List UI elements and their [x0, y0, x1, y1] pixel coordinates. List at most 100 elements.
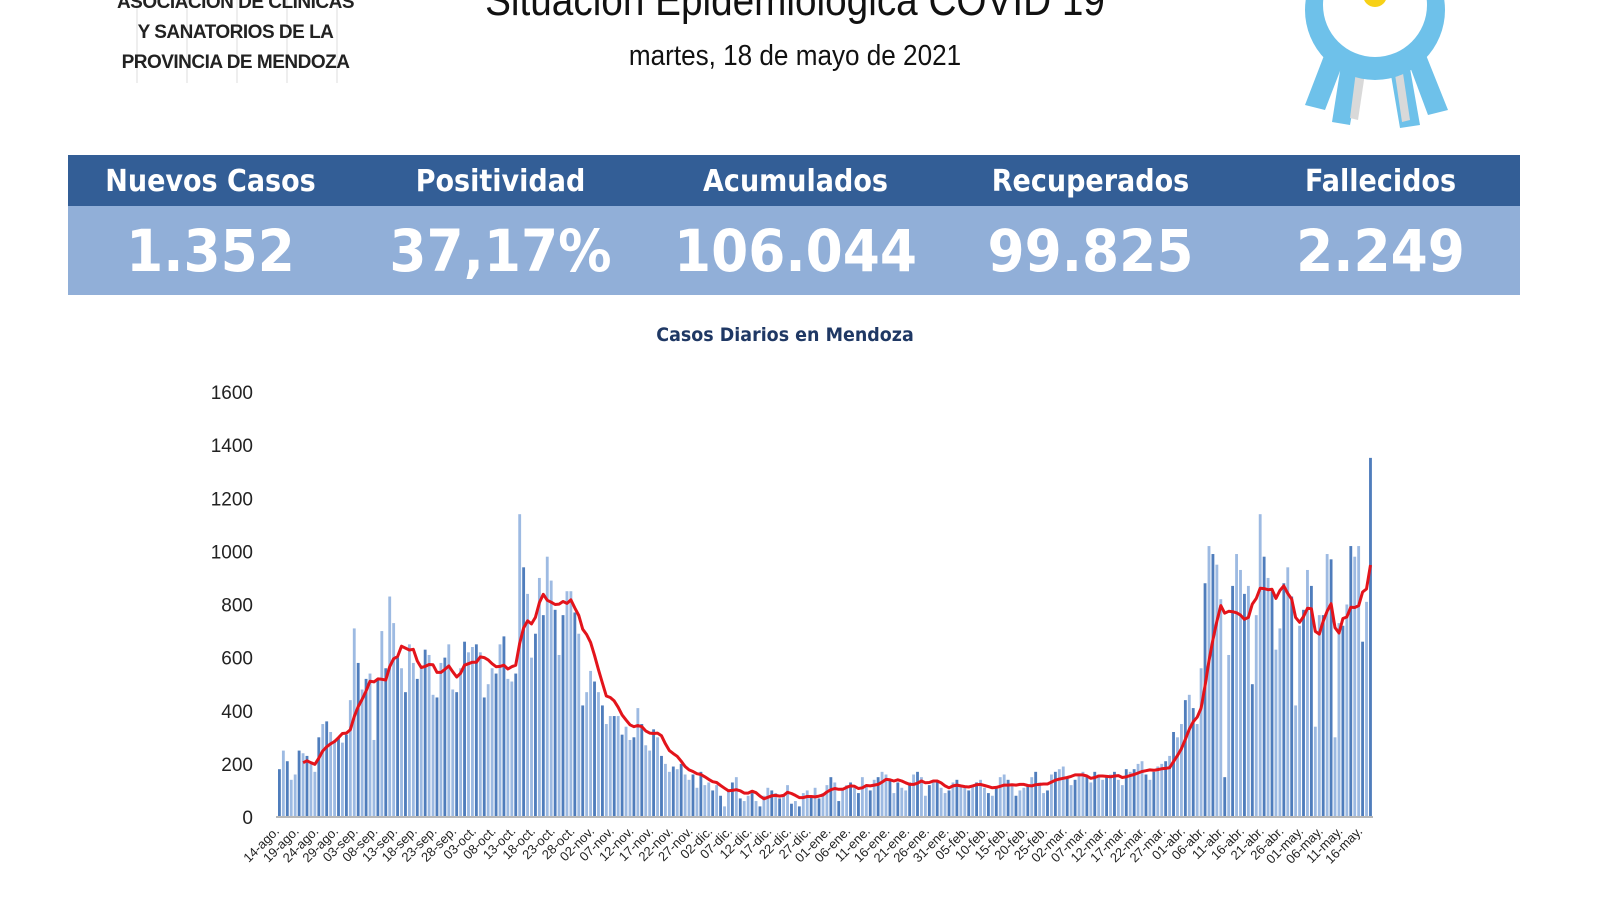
bar [1057, 769, 1061, 817]
bar [1223, 777, 1227, 817]
bar [400, 668, 403, 817]
y-tick-label: 1200 [211, 489, 253, 510]
bar [372, 739, 376, 817]
bar [904, 790, 908, 817]
bar [1203, 583, 1207, 817]
bar [1152, 771, 1156, 817]
bar [1148, 779, 1152, 817]
bar [742, 801, 746, 817]
bar [522, 567, 526, 817]
bar [829, 777, 833, 817]
bar [1290, 596, 1294, 817]
bar [541, 615, 545, 818]
bar [923, 795, 927, 817]
bar [971, 785, 975, 818]
bar [376, 678, 380, 818]
bar [1046, 790, 1049, 817]
bar [435, 697, 439, 817]
bar [963, 787, 967, 817]
stat-label: Recuperados [991, 164, 1190, 199]
bar [975, 782, 979, 817]
bar [766, 787, 770, 817]
bar [900, 787, 904, 817]
bar [1357, 546, 1361, 817]
bar [333, 739, 336, 817]
bar [687, 779, 691, 817]
bar [857, 793, 860, 817]
bar [754, 801, 758, 817]
bar [325, 721, 329, 818]
bar [880, 771, 884, 817]
bar [786, 785, 789, 818]
bar [1140, 761, 1144, 817]
bar [1026, 785, 1030, 818]
bar [1235, 554, 1238, 817]
bar [514, 673, 518, 817]
bar [396, 657, 400, 818]
bar [1085, 777, 1089, 817]
bar [293, 774, 297, 817]
bar [1002, 774, 1006, 817]
bar [876, 777, 880, 817]
bar [281, 750, 285, 817]
report-date: martes, 18 de mayo de 2021 [628, 40, 962, 72]
bar [916, 771, 919, 817]
bar [431, 694, 435, 817]
bar [908, 782, 912, 817]
y-tick-label: 1600 [211, 383, 253, 404]
bar [439, 662, 443, 817]
bar [892, 793, 896, 817]
stat-value: 2.249 [1296, 217, 1465, 285]
bar [573, 612, 577, 817]
bar [860, 777, 864, 817]
bar [628, 739, 632, 817]
bar [459, 668, 463, 817]
bar [927, 785, 931, 818]
bar [664, 763, 667, 818]
bar [778, 798, 782, 817]
bar [589, 670, 593, 817]
bar [1270, 591, 1274, 817]
bar [656, 737, 659, 817]
bar [569, 591, 573, 817]
bar [553, 609, 557, 817]
bar [1211, 554, 1215, 817]
bar [931, 779, 935, 817]
bar [691, 774, 695, 817]
bar [604, 724, 608, 817]
bar [849, 782, 852, 817]
association-logo: ASOCIACION DE CLINICAS Y SANATORIOS DE L… [88, 0, 383, 83]
bar [699, 771, 703, 817]
bar [447, 644, 451, 817]
bar [1329, 559, 1333, 817]
page-title: Situación Epidemiológica COVID 19 [485, 0, 1105, 25]
bar [1156, 766, 1160, 817]
bar [707, 782, 711, 817]
bar [825, 785, 829, 818]
bar [1124, 769, 1128, 817]
bar [884, 774, 888, 817]
bar [478, 652, 482, 817]
stat-label: Positividad [415, 164, 586, 199]
bar [864, 785, 868, 818]
bar [1050, 774, 1053, 817]
bar [1258, 514, 1262, 817]
bar [1345, 604, 1349, 817]
bar [983, 787, 986, 817]
bar [1042, 793, 1045, 817]
y-tick-label: 0 [242, 808, 253, 829]
bar [344, 734, 348, 817]
bar [1010, 785, 1014, 818]
bar [1191, 708, 1195, 817]
bar [1105, 777, 1108, 817]
bar [1239, 569, 1242, 817]
bar [297, 750, 301, 817]
bar [620, 734, 624, 817]
stat-value: 1.352 [126, 217, 295, 285]
bar [557, 654, 561, 817]
y-tick-label: 1000 [211, 542, 253, 563]
bar [1294, 705, 1298, 817]
bar [719, 795, 722, 817]
bar [1313, 726, 1317, 817]
bar [955, 779, 959, 817]
